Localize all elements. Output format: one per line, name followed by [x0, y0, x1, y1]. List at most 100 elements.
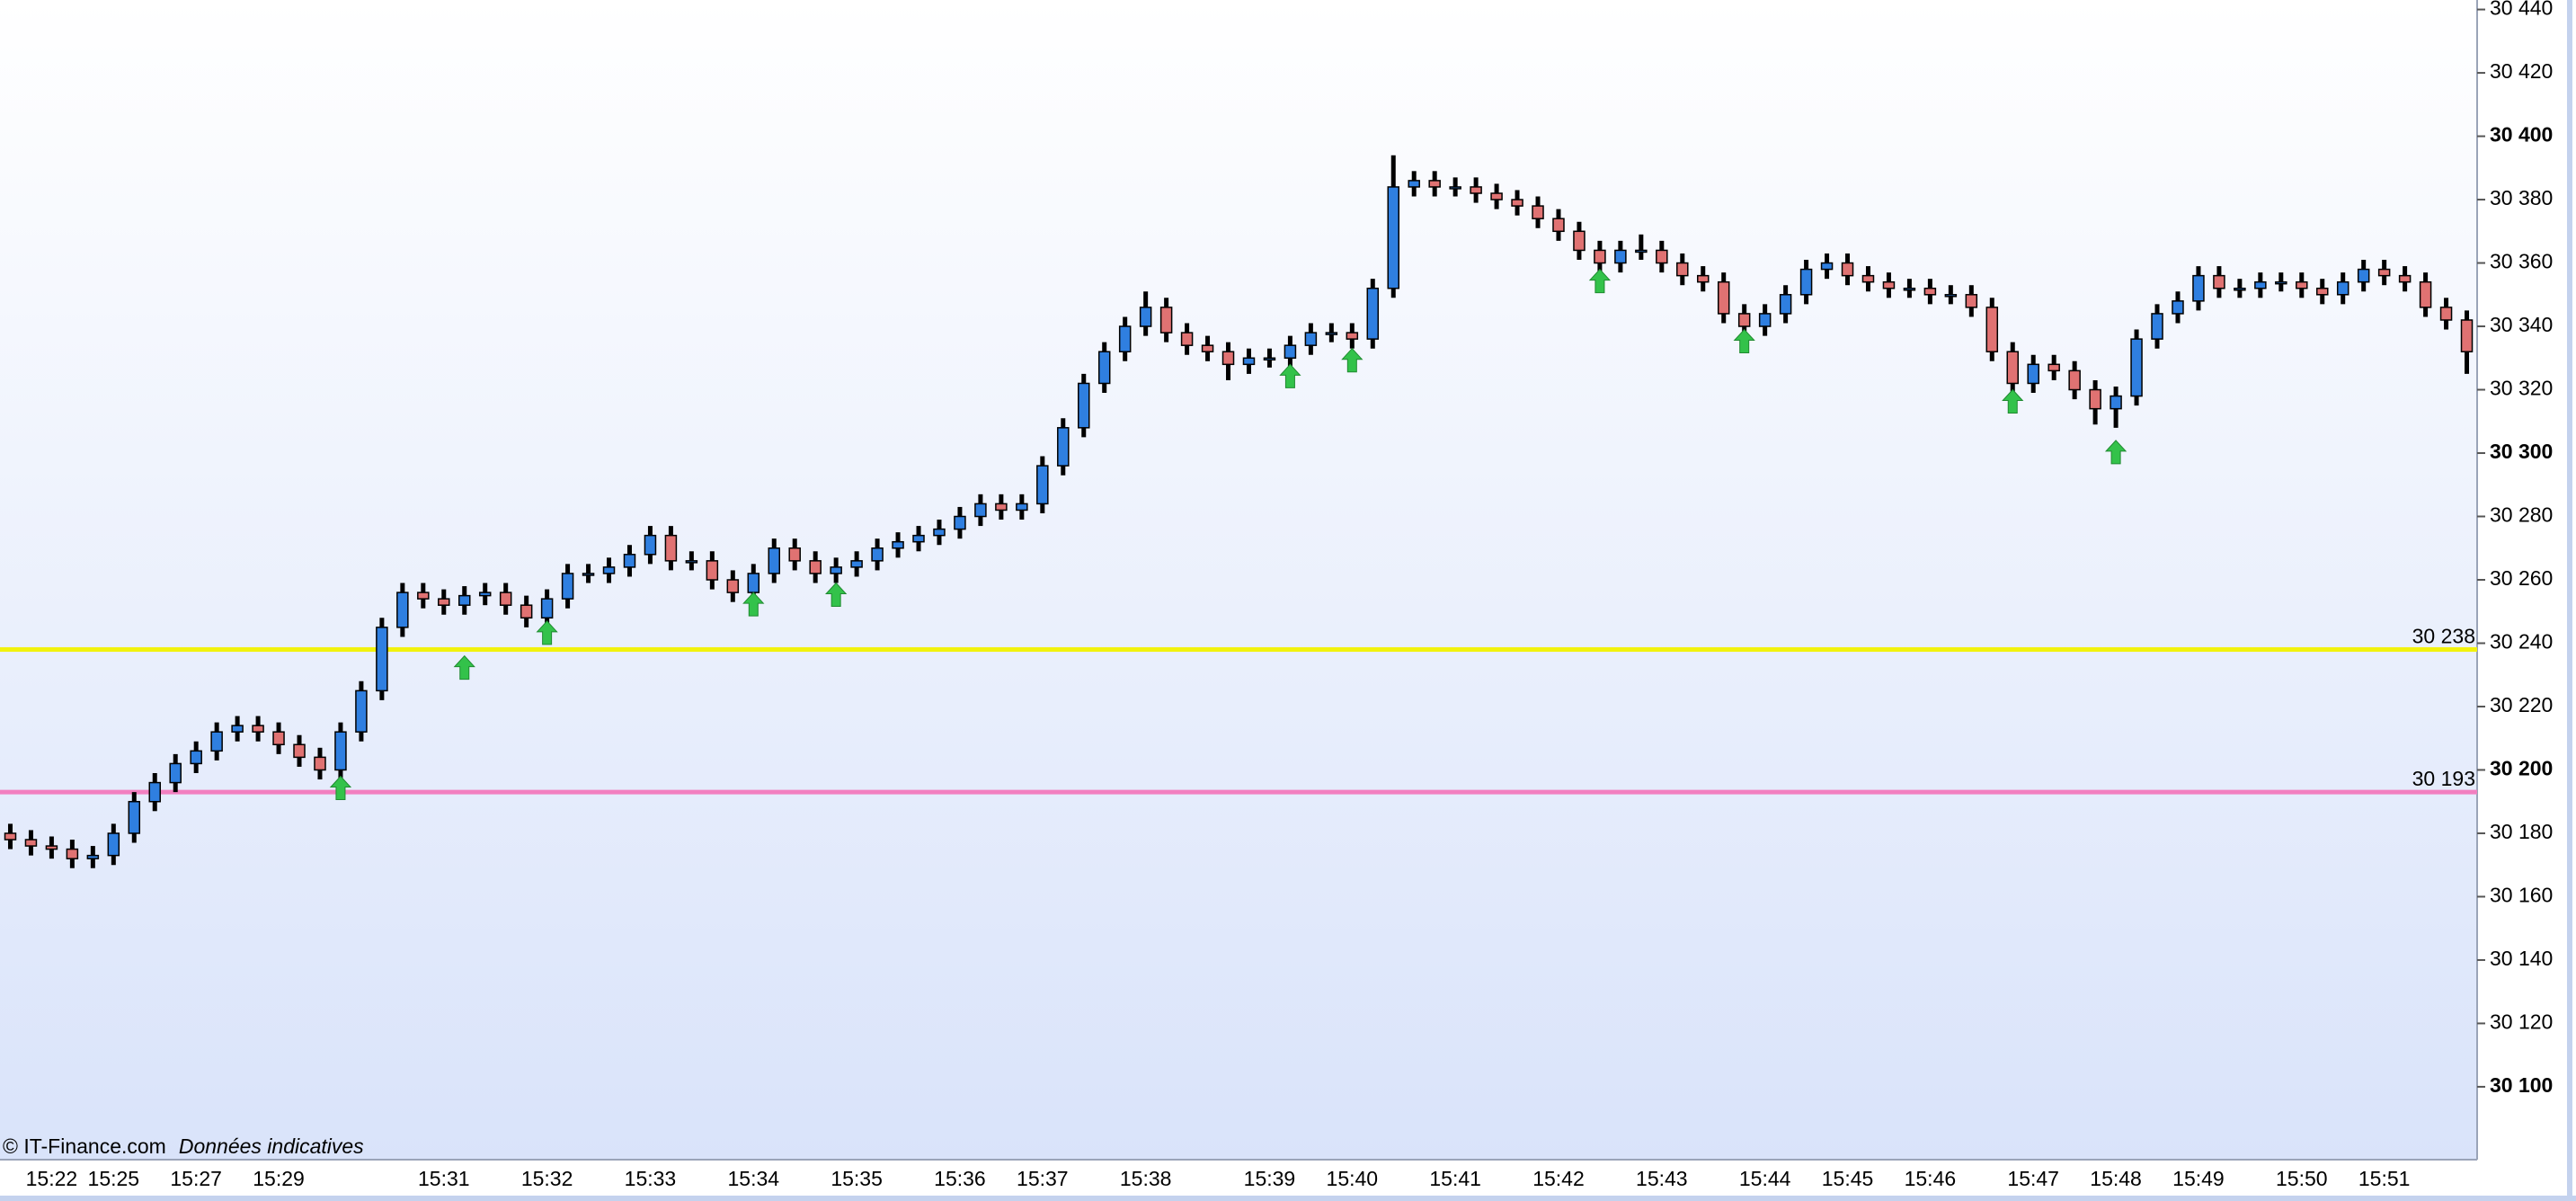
candle-body — [1903, 287, 1916, 291]
candle-body — [644, 534, 657, 556]
y-tick-label: 30 160 — [2490, 884, 2553, 907]
signal-arrow — [825, 582, 848, 608]
footer: © IT-Finance.com Données indicatives — [3, 1134, 364, 1158]
candle-body — [664, 534, 678, 562]
candle-body — [602, 566, 616, 574]
candle-body — [314, 756, 326, 771]
candle-body — [1284, 344, 1297, 360]
candle-body — [1882, 280, 1896, 289]
x-tick-label: 15:31 — [418, 1167, 470, 1190]
candle-body — [1449, 186, 1461, 190]
candle-body — [2192, 274, 2205, 302]
y-tick-label: 30 340 — [2490, 313, 2553, 336]
candle-body — [376, 627, 388, 692]
candle-body — [623, 554, 636, 568]
candle-body — [1656, 249, 1668, 264]
signal-arrow — [2002, 388, 2024, 414]
note: Données indicatives — [179, 1134, 364, 1158]
candle-body — [1758, 313, 1772, 327]
y-tick-label: 30 100 — [2490, 1073, 2553, 1097]
candle-body — [2068, 369, 2081, 391]
x-tick-label: 15:35 — [831, 1167, 883, 1190]
candle-body — [2234, 287, 2246, 291]
y-tick-label: 30 400 — [2490, 123, 2553, 147]
candle-body — [1820, 262, 1834, 271]
candle-body — [1304, 332, 1318, 346]
candle-body — [438, 598, 450, 606]
candle-body — [850, 560, 863, 568]
x-tick-label: 15:50 — [2276, 1167, 2328, 1190]
bottom-edge — [0, 1196, 2576, 1201]
candle-body — [334, 731, 347, 771]
candle-body — [788, 547, 801, 562]
candle-body — [561, 573, 574, 600]
candle-body — [1118, 325, 1132, 352]
y-tick-label: 30 200 — [2490, 757, 2553, 780]
candle-body — [520, 604, 533, 619]
candle-body — [1366, 287, 1380, 340]
candle-body — [2172, 300, 2184, 315]
x-tick-label: 15:44 — [1739, 1167, 1791, 1190]
level-label: 30 193 — [2412, 767, 2475, 790]
candle-body — [355, 689, 368, 733]
x-tick-label: 15:43 — [1636, 1167, 1688, 1190]
candle-body — [2213, 274, 2225, 289]
x-tick-label: 15:41 — [1429, 1167, 1481, 1190]
candle-body — [231, 725, 244, 733]
candle-body — [458, 594, 471, 606]
candle-body — [954, 515, 966, 530]
candle-body — [892, 540, 904, 549]
x-tick-label: 15:45 — [1822, 1167, 1874, 1190]
candle-body — [1676, 262, 1689, 277]
candle-body — [1861, 274, 1875, 283]
candle-body — [1325, 332, 1338, 335]
x-tick-label: 15:33 — [625, 1167, 677, 1190]
candle-body — [499, 592, 512, 606]
candle-body — [2006, 351, 2019, 385]
y-tick-label: 30 180 — [2490, 820, 2553, 843]
candle-body — [2110, 395, 2122, 410]
candle-body — [933, 528, 946, 537]
candle-body — [2047, 363, 2060, 372]
candle-body — [1428, 180, 1441, 188]
x-tick-label: 15:51 — [2358, 1167, 2411, 1190]
y-tick-label: 30 360 — [2490, 250, 2553, 273]
candle-body — [2089, 388, 2101, 410]
x-tick-label: 15:27 — [170, 1167, 222, 1190]
x-tick-label: 15:22 — [26, 1167, 78, 1190]
candle-body — [2151, 313, 2163, 340]
candle-body — [128, 800, 141, 834]
x-tick-label: 15:47 — [2007, 1167, 2059, 1190]
candle-body — [2275, 280, 2287, 285]
candle-body — [1016, 503, 1028, 512]
x-tick-label: 15:40 — [1327, 1167, 1379, 1190]
candle-body — [995, 503, 1008, 512]
signal-arrow — [536, 620, 558, 645]
candle-body — [1985, 307, 1999, 352]
candle-body — [1965, 294, 1978, 308]
candle-body — [1841, 262, 1854, 277]
candle-body — [1573, 230, 1586, 252]
candle-body — [830, 566, 842, 574]
candle-body — [293, 743, 306, 759]
candle-body — [107, 832, 120, 857]
candle-body — [2357, 268, 2370, 283]
candle-body — [1180, 332, 1194, 346]
level-label: 30 238 — [2412, 625, 2475, 648]
candle-body — [66, 848, 79, 859]
x-tick-label: 15:49 — [2172, 1167, 2225, 1190]
x-tick-label: 15:38 — [1120, 1167, 1172, 1190]
y-tick-label: 30 420 — [2490, 59, 2553, 83]
candle-body — [2439, 307, 2453, 321]
y-tick-label: 30 120 — [2490, 1010, 2553, 1034]
plot-background — [0, 0, 2477, 1160]
candle-body — [1614, 249, 1627, 264]
candle-body — [417, 592, 430, 600]
candle-body — [2336, 280, 2349, 296]
signal-arrow — [1733, 328, 1755, 354]
candle-body — [2377, 268, 2391, 277]
candle-body — [974, 503, 987, 518]
candle-body — [86, 854, 100, 859]
candle-body — [4, 832, 17, 841]
